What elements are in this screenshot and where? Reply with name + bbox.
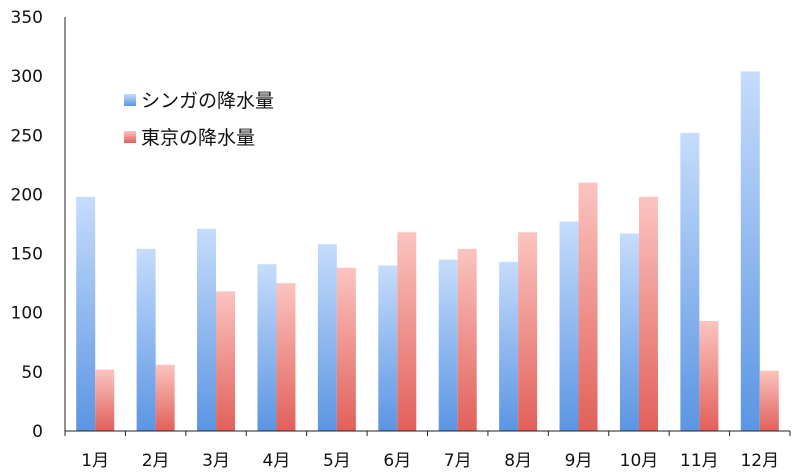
- bar-singapore-7: [438, 259, 458, 431]
- y-tick-label: 350: [11, 8, 43, 28]
- x-tick-label: 8月: [504, 451, 532, 471]
- bar-tokyo-6: [397, 232, 417, 431]
- x-tick-label: 1月: [81, 451, 109, 471]
- y-tick-label: 150: [11, 245, 43, 265]
- bar-singapore-4: [257, 264, 277, 431]
- bar-tokyo-3: [216, 291, 236, 431]
- legend-swatch: [124, 131, 136, 143]
- bar-tokyo-2: [155, 364, 175, 431]
- y-tick-label: 250: [11, 126, 43, 146]
- x-tick-label: 6月: [383, 451, 411, 471]
- bar-tokyo-7: [457, 248, 477, 431]
- bar-tokyo-5: [336, 267, 356, 431]
- bar-tokyo-1: [95, 369, 115, 431]
- x-tick-label: 4月: [263, 451, 291, 471]
- legend-label: 東京の降水量: [141, 127, 255, 149]
- x-tick-label: 11月: [680, 451, 719, 471]
- x-tick-label: 7月: [444, 451, 472, 471]
- y-tick-label: 50: [21, 363, 43, 383]
- bar-singapore-12: [740, 71, 760, 431]
- bar-singapore-1: [76, 196, 96, 431]
- y-tick-label: 100: [11, 304, 43, 324]
- bar-tokyo-11: [699, 320, 719, 431]
- y-axis-tick-labels: 0 50 100 150 200 250 300 350: [11, 8, 43, 442]
- bar-singapore-5: [317, 244, 337, 431]
- y-tick-label: 200: [11, 185, 43, 205]
- x-axis-tick-labels: 1月 2月 3月 4月 5月 6月 7月 8月 9月 10月 11月 12月: [81, 451, 779, 471]
- bar-singapore-9: [559, 221, 579, 431]
- x-tick-label: 10月: [620, 451, 659, 471]
- x-tick-label: 2月: [142, 451, 170, 471]
- bar-tokyo-12: [759, 370, 779, 431]
- x-tick-label: 12月: [740, 451, 779, 471]
- x-tick-label: 5月: [323, 451, 351, 471]
- bar-tokyo-9: [578, 182, 598, 431]
- y-tick-label: 0: [32, 422, 43, 442]
- bar-singapore-2: [136, 248, 156, 431]
- y-tick-label: 300: [11, 67, 43, 87]
- x-tick-label: 3月: [202, 451, 230, 471]
- legend-swatch: [124, 94, 136, 106]
- legend-label: シンガの降水量: [141, 90, 274, 112]
- bars: [64, 71, 791, 436]
- x-tick-label: 9月: [565, 451, 593, 471]
- bar-singapore-10: [619, 233, 639, 431]
- bar-singapore-3: [197, 228, 217, 431]
- bar-tokyo-4: [276, 283, 296, 431]
- bar-singapore-8: [499, 261, 519, 431]
- bar-singapore-6: [378, 265, 398, 431]
- bar-tokyo-8: [518, 232, 538, 431]
- bar-singapore-11: [680, 132, 700, 432]
- bar-tokyo-10: [638, 196, 658, 431]
